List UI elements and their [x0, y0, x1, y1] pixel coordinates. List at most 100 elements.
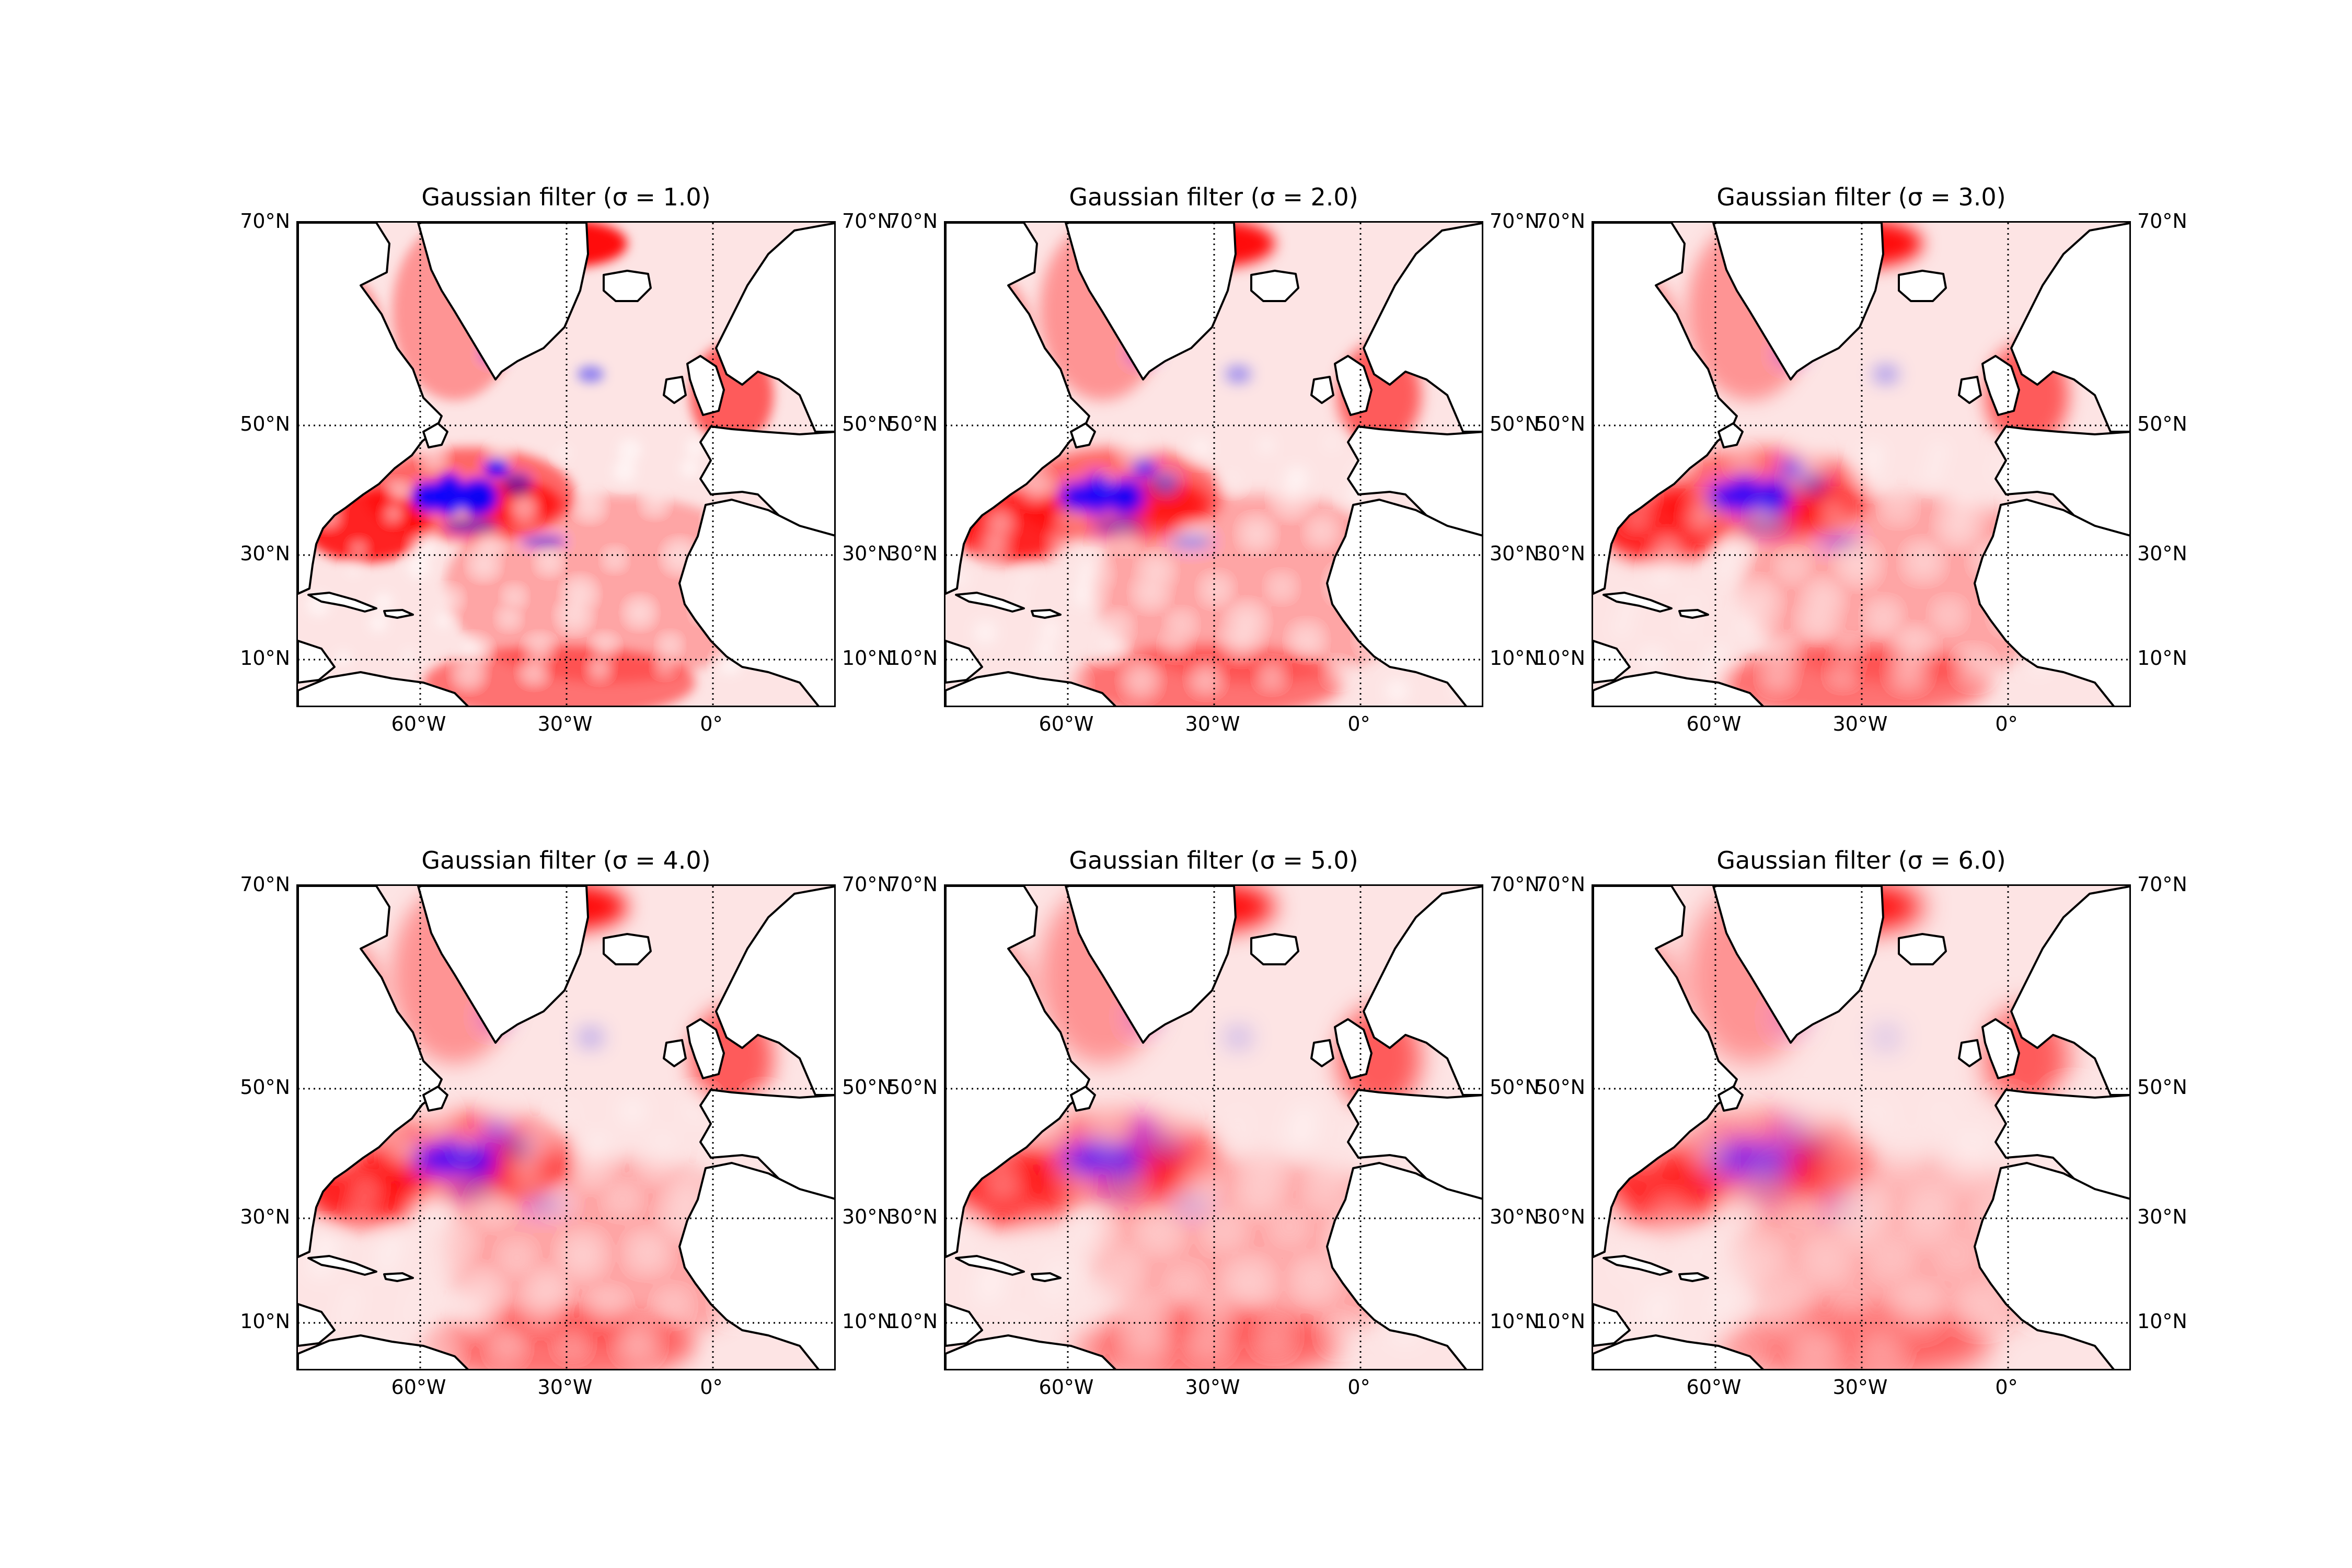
weak-anomaly	[377, 1253, 396, 1272]
map-svg	[298, 886, 834, 1369]
landmass-ireland	[1310, 376, 1334, 404]
weak-anomaly	[1711, 1309, 1730, 1328]
negative-anomaly	[1083, 474, 1111, 515]
longitude-label: 30°W	[1185, 712, 1240, 735]
weak-anomaly	[1648, 1288, 1671, 1311]
negative-anomaly	[413, 1147, 444, 1173]
latitude-label: 30°N	[1490, 542, 1540, 565]
weak-anomaly	[1934, 1105, 1949, 1120]
weak-anomaly	[1843, 647, 1853, 658]
weak-anomaly	[676, 1185, 699, 1208]
weak-anomaly	[617, 1194, 628, 1204]
weak-anomaly	[424, 448, 443, 467]
landmass-britain	[1334, 1018, 1373, 1079]
latitude-label: 30°N	[842, 1205, 892, 1228]
map-area	[296, 884, 836, 1370]
negative-anomaly	[524, 1199, 563, 1210]
landmass-iceland	[1250, 270, 1299, 302]
landmass-southAmerica	[946, 671, 1116, 706]
weak-anomaly	[1322, 1163, 1337, 1178]
weak-anomaly	[533, 1301, 551, 1320]
longitude-label: 60°W	[1039, 712, 1094, 735]
weak-anomaly	[1964, 659, 1983, 677]
longitude-label: 0°	[1995, 712, 2018, 735]
negative-anomaly	[1134, 1124, 1154, 1139]
negative-anomaly	[579, 1030, 602, 1045]
latitude-label: 10°N	[240, 1310, 290, 1333]
landmass-centralAm	[946, 640, 983, 684]
landmass-britain	[686, 355, 725, 416]
latitude-label: 50°N	[842, 412, 892, 435]
weak-anomaly	[391, 486, 406, 500]
weak-anomaly	[1691, 504, 1714, 527]
landmass-iceland	[603, 270, 652, 302]
latitude-label: 30°N	[240, 1205, 290, 1228]
weak-anomaly	[336, 651, 351, 665]
weak-anomaly	[1334, 1328, 1345, 1339]
weak-anomaly	[1028, 1211, 1039, 1221]
landmass-britain	[1981, 355, 2020, 416]
weak-anomaly	[1682, 620, 1692, 630]
latitude-label: 50°N	[2137, 412, 2187, 435]
landmass-cuba	[955, 592, 1025, 613]
weak-anomaly	[1628, 1239, 1642, 1254]
weak-anomaly	[609, 554, 620, 564]
landmass-greenland	[1712, 886, 1884, 1044]
weak-anomaly	[412, 535, 435, 558]
latitude-label: 50°N	[887, 1076, 938, 1099]
negative-anomaly	[435, 474, 464, 515]
weak-anomaly	[1209, 582, 1224, 597]
weak-anomaly	[580, 497, 599, 515]
longitude-label: 0°	[700, 1376, 723, 1399]
latitude-label: 10°N	[842, 1310, 892, 1333]
landmass-ireland	[1310, 1039, 1334, 1067]
weak-anomaly	[1230, 631, 1253, 654]
map-svg	[1593, 223, 2129, 706]
weak-anomaly	[618, 439, 641, 462]
weak-anomaly	[1951, 1249, 1962, 1260]
weak-anomaly	[1280, 487, 1303, 510]
weak-anomaly	[1708, 648, 1727, 667]
latitude-label: 50°N	[1490, 412, 1540, 435]
weak-anomaly	[1332, 667, 1342, 678]
latitude-label: 10°N	[1490, 1310, 1540, 1333]
longitude-label: 30°W	[1185, 1376, 1240, 1399]
landmass-hispaniola	[383, 609, 414, 619]
weak-anomaly	[1128, 1173, 1139, 1184]
weak-anomaly	[1074, 583, 1097, 606]
weak-anomaly	[655, 1136, 670, 1150]
weak-anomaly	[1661, 1202, 1679, 1221]
negative-anomaly	[1085, 1140, 1110, 1175]
landmass-greenland	[417, 886, 589, 1044]
weak-anomaly	[1740, 1115, 1750, 1126]
longitude-label: 0°	[1347, 712, 1370, 735]
weak-anomaly	[1770, 668, 1785, 683]
weak-anomaly	[1176, 619, 1186, 630]
longitude-label: 30°W	[1832, 712, 1888, 735]
graticule	[946, 223, 1482, 706]
landmass-centralAm	[298, 1303, 336, 1347]
coastlines	[298, 223, 834, 706]
negative-anomaly	[1821, 1200, 1857, 1210]
weak-anomaly	[344, 1290, 359, 1305]
map-panel: Gaussian filter (σ = 6.0) 70°N 70°N 50°N 50°…	[1535, 846, 2187, 1399]
weak-anomaly	[406, 1311, 417, 1321]
landmass-iceland	[1898, 933, 1947, 965]
weak-anomaly	[353, 544, 364, 554]
longitude-label: 60°W	[391, 1376, 446, 1399]
latitude-label: 10°N	[1535, 647, 1585, 670]
weak-anomaly	[463, 641, 486, 664]
graticule	[946, 886, 1482, 1369]
weak-anomaly	[1884, 1250, 1898, 1264]
map-svg	[946, 886, 1482, 1369]
longitude-label: 30°W	[537, 1376, 593, 1399]
panel-title: Gaussian filter (σ = 4.0)	[421, 846, 711, 874]
weak-anomaly	[1846, 1308, 1856, 1318]
weak-anomaly	[1695, 1239, 1705, 1249]
weak-anomaly	[411, 1290, 422, 1300]
landmass-cuba	[955, 1255, 1025, 1276]
graticule	[298, 223, 834, 706]
negative-anomaly	[461, 1144, 495, 1177]
landmass-centralAm	[298, 640, 336, 684]
weak-anomaly	[597, 640, 612, 655]
